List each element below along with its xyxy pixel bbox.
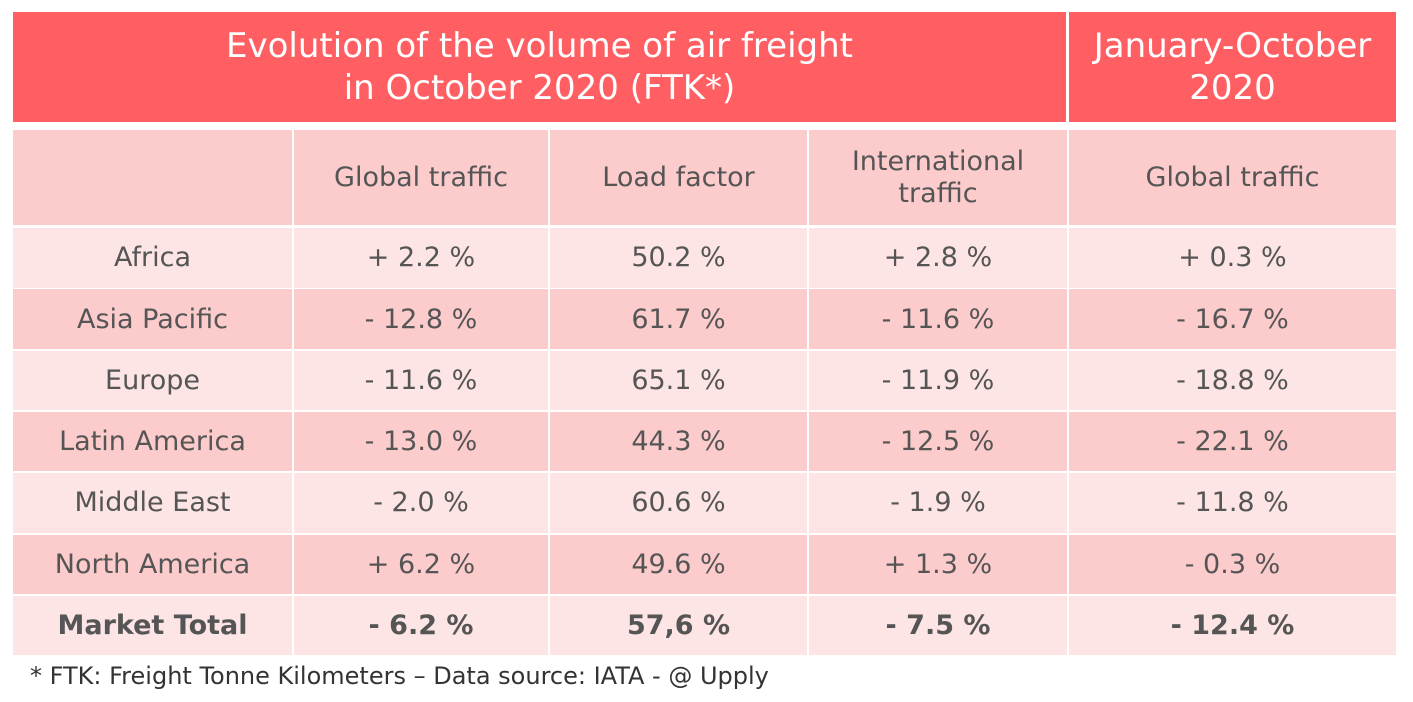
column-header: International traffic	[809, 130, 1067, 225]
data-cell-text: - 2.0 %	[373, 487, 469, 519]
row-label-text: Middle East	[74, 487, 231, 519]
column-header-text: Load factor	[602, 161, 755, 193]
total-cell: 57,6 %	[550, 595, 807, 656]
data-cell: - 1.9 %	[809, 473, 1067, 533]
row-label-text: Latin America	[59, 426, 246, 458]
row-label: Europe	[13, 350, 292, 411]
total-cell: - 7.5 %	[809, 595, 1067, 656]
period-line: January-October	[1093, 26, 1372, 66]
title-line: Evolution of the volume of air freight	[226, 26, 853, 66]
footnote: * FTK: Freight Tonne Kilometers – Data s…	[30, 662, 769, 690]
column-header-text: Global traffic	[1145, 161, 1320, 193]
data-cell: - 13.0 %	[294, 411, 548, 472]
data-cell: - 18.8 %	[1069, 350, 1396, 411]
data-cell: 49.6 %	[550, 534, 807, 594]
data-cell: - 11.9 %	[809, 350, 1067, 411]
data-cell: - 12.5 %	[809, 411, 1067, 472]
total-cell-text: - 12.4 %	[1170, 610, 1295, 642]
data-cell: - 12.8 %	[294, 289, 548, 349]
data-cell-text: - 11.6 %	[881, 303, 995, 335]
data-cell-text: + 1.3 %	[883, 548, 993, 580]
data-cell: 61.7 %	[550, 289, 807, 349]
data-cell-text: + 6.2 %	[366, 548, 476, 580]
data-cell-text: + 2.8 %	[883, 242, 993, 274]
row-label-text: Africa	[113, 242, 191, 274]
data-cell: 44.3 %	[550, 411, 807, 472]
data-cell: + 2.2 %	[294, 228, 548, 288]
row-label: Asia Pacific	[13, 289, 292, 349]
data-cell-text: 61.7 %	[631, 303, 726, 335]
data-cell-text: + 0.3 %	[1178, 242, 1287, 274]
data-cell-text: 65.1 %	[631, 364, 726, 396]
total-cell-text: - 6.2 %	[368, 610, 474, 642]
data-cell-text: 60.6 %	[631, 487, 726, 519]
row-label: Latin America	[13, 411, 292, 472]
data-cell: - 11.6 %	[809, 289, 1067, 349]
total-label: Market Total	[13, 595, 292, 656]
row-label: Africa	[13, 228, 292, 288]
data-cell-text: - 11.9 %	[881, 364, 995, 396]
data-cell-text: 44.3 %	[631, 426, 726, 458]
title-line: in October 2020 (FTK*)	[343, 68, 736, 108]
row-label-text: Europe	[105, 364, 200, 396]
column-header-text: International traffic	[851, 145, 1025, 209]
total-cell: - 6.2 %	[294, 595, 548, 656]
data-cell: + 1.3 %	[809, 534, 1067, 594]
data-cell: - 0.3 %	[1069, 534, 1396, 594]
data-cell-text: - 1.9 %	[890, 487, 986, 519]
data-cell: - 22.1 %	[1069, 411, 1396, 472]
corner-cell	[13, 130, 292, 225]
data-cell-text: + 2.2 %	[366, 242, 476, 274]
column-header: Global traffic	[294, 130, 548, 225]
row-label-text: North America	[54, 548, 251, 580]
total-cell-text: 57,6 %	[626, 610, 731, 642]
data-cell-text: - 12.5 %	[881, 426, 995, 458]
total-label-text: Market Total	[57, 610, 248, 642]
total-cell: - 12.4 %	[1069, 595, 1396, 656]
data-cell-text: 49.6 %	[631, 548, 726, 580]
data-cell: - 11.8 %	[1069, 473, 1396, 533]
total-cell-text: - 7.5 %	[885, 610, 991, 642]
data-cell: + 0.3 %	[1069, 228, 1396, 288]
column-header: Global traffic	[1069, 130, 1396, 225]
data-cell-text: 50.2 %	[631, 242, 726, 274]
column-header-text: Global traffic	[334, 161, 508, 193]
data-cell: - 2.0 %	[294, 473, 548, 533]
data-cell: 60.6 %	[550, 473, 807, 533]
data-cell-text: - 16.7 %	[1176, 303, 1289, 335]
data-cell: + 2.8 %	[809, 228, 1067, 288]
data-cell: 50.2 %	[550, 228, 807, 288]
data-cell-text: - 22.1 %	[1176, 426, 1289, 458]
column-header: Load factor	[550, 130, 807, 225]
data-cell: - 16.7 %	[1069, 289, 1396, 349]
title-cell: Evolution of the volume of air freight i…	[13, 12, 1066, 122]
data-cell-text: - 18.8 %	[1176, 364, 1289, 396]
data-cell-text: - 12.8 %	[364, 303, 478, 335]
row-label-text: Asia Pacific	[77, 303, 228, 335]
data-cell: - 11.6 %	[294, 350, 548, 411]
data-cell-text: - 11.8 %	[1176, 487, 1289, 519]
data-cell: 65.1 %	[550, 350, 807, 411]
period-cell: January-October 2020	[1069, 12, 1396, 122]
row-label: Middle East	[13, 473, 292, 533]
data-cell-text: - 0.3 %	[1184, 548, 1281, 580]
data-cell: + 6.2 %	[294, 534, 548, 594]
data-cell-text: - 11.6 %	[364, 364, 478, 396]
row-label: North America	[13, 534, 292, 594]
data-cell-text: - 13.0 %	[364, 426, 478, 458]
period-line: 2020	[1189, 68, 1276, 108]
